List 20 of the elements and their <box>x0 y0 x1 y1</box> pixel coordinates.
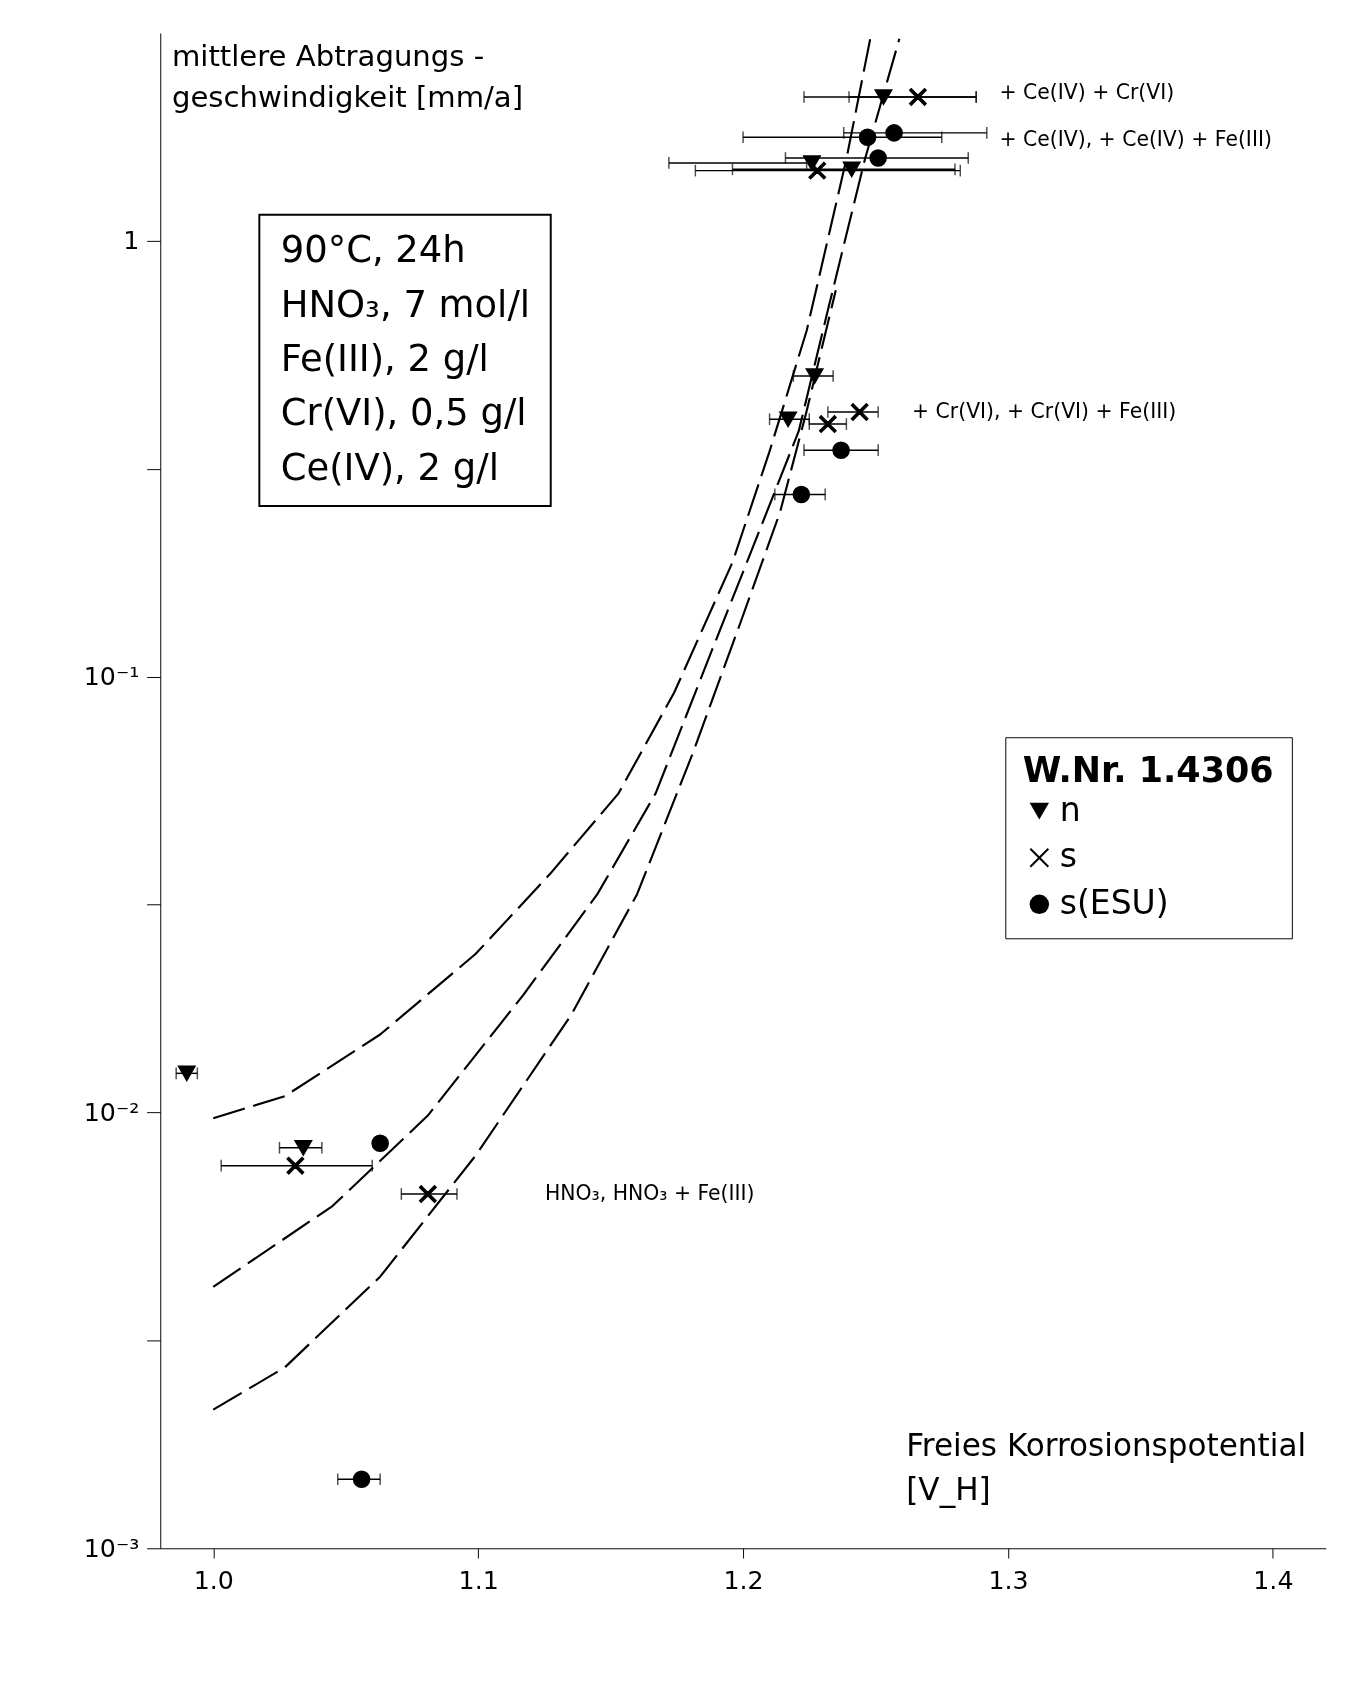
y-axis-title: mittlere Abtragungs - geschwindigkeit [mm/a] <box>171 39 524 114</box>
annotation: 90°C, 24h HNO₃, 7 mol/l Fe(III), 2 g/l Cr(VI), 0,5 g/l Ce(IV), 2 g/l <box>280 228 531 489</box>
annotation: HNO₃, HNO₃ + Fe(III) <box>544 1180 755 1205</box>
x-tick-label: 1.1 <box>458 1565 499 1595</box>
legend-label: s <box>1059 836 1077 876</box>
legend-title: W.Nr. 1.4306 <box>1022 749 1274 790</box>
legend-label: s(ESU) <box>1059 883 1169 923</box>
legend-label: n <box>1059 789 1081 829</box>
y-tick-label: 1 <box>123 226 140 256</box>
y-tick-label: 10⁻² <box>83 1097 140 1127</box>
y-tick-label: 10⁻¹ <box>83 661 140 691</box>
y-tick-label: 10⁻³ <box>83 1533 140 1563</box>
x-axis-title: Freies Korrosionspotential [V_H] <box>906 1427 1307 1508</box>
x-tick-label: 1.0 <box>193 1565 234 1595</box>
x-tick-label: 1.2 <box>723 1565 764 1595</box>
annotation: + Ce(IV), + Ce(IV) + Fe(III) <box>999 126 1272 151</box>
x-tick-label: 1.4 <box>1253 1565 1294 1595</box>
annotation: + Cr(VI), + Cr(VI) + Fe(III) <box>912 398 1177 423</box>
x-tick-label: 1.3 <box>988 1565 1029 1595</box>
annotation: + Ce(IV) + Cr(VI) <box>999 80 1175 105</box>
